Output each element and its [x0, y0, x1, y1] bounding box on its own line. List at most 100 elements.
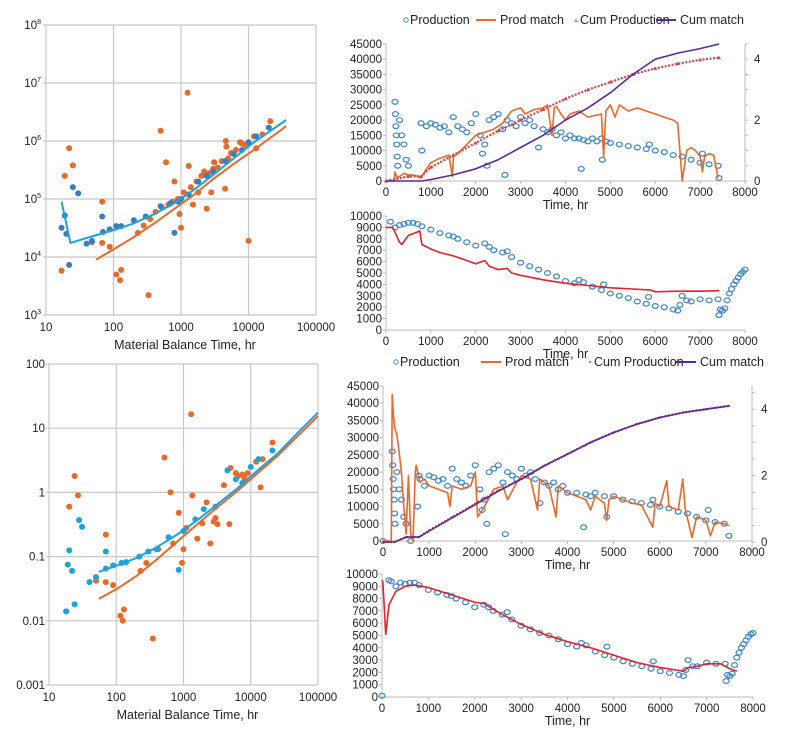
y-tick-base: 10 — [24, 78, 37, 90]
data-circle — [660, 149, 668, 156]
x-tick-label: 8000 — [740, 703, 766, 715]
loglog-chart-top: 10 100 1000 10000 100000103104105106107108Ma… — [24, 19, 335, 352]
data-circle — [647, 665, 655, 672]
y-tick-label: 106 — [24, 135, 41, 148]
series-trail-cum-production — [385, 56, 720, 183]
data-circle — [445, 129, 453, 136]
y-tick-label: 9000 — [356, 222, 382, 234]
data-circle — [485, 604, 493, 611]
y-tick-label: 103 — [24, 309, 41, 322]
data-circle — [584, 138, 592, 145]
data-point — [198, 172, 205, 179]
data-circle — [508, 472, 516, 479]
data-circle — [457, 479, 466, 486]
data-circle — [580, 524, 588, 531]
data-point — [157, 203, 164, 210]
data-circle — [397, 496, 406, 503]
data-circle — [656, 668, 664, 675]
data-point — [195, 178, 202, 185]
y-tick-label: 10000 — [350, 211, 382, 223]
data-circle — [733, 654, 741, 661]
data-circle — [714, 296, 722, 303]
x-tick-label: 7000 — [693, 547, 719, 559]
data-point — [171, 178, 178, 185]
data-point — [69, 162, 76, 169]
x-tick-label: 6000 — [647, 547, 673, 559]
x-tick-label: 4000 — [555, 547, 581, 559]
data-circle — [593, 138, 601, 145]
data-circle — [704, 507, 712, 514]
y-tick-label: 9000 — [352, 581, 378, 593]
x-tick-label: 6000 — [647, 703, 673, 715]
y-tick-base: 10 — [24, 310, 37, 322]
x-tick-label: 100 — [104, 322, 123, 334]
data-circle — [728, 670, 736, 677]
x-tick-label: 8000 — [739, 547, 765, 559]
data-circle — [642, 300, 650, 307]
x-axis-label: Time, hr — [545, 558, 590, 572]
data-point — [66, 261, 73, 268]
data-circle — [633, 144, 641, 151]
series-line-cyan-fit — [98, 411, 319, 573]
data-point — [247, 463, 254, 470]
data-circle — [490, 114, 498, 121]
series-line-cum-match — [386, 43, 720, 182]
data-circle — [378, 692, 386, 699]
pressure-chart-bottom: 0 1000 2000 3000 4000 5000 6000 7000 80000100020… — [346, 569, 766, 728]
series-line-prod-match — [383, 393, 730, 542]
x-tick-label: 6000 — [642, 187, 668, 199]
data-point — [66, 503, 73, 510]
data-point — [113, 223, 120, 230]
data-point — [255, 456, 262, 463]
data-point — [99, 239, 106, 246]
y-tick-label: 45000 — [350, 39, 382, 51]
data-circle — [575, 135, 583, 142]
x-tick-label: 1000 — [418, 336, 444, 348]
data-circle — [481, 240, 489, 247]
x-tick-label: 100000 — [299, 692, 337, 704]
data-circle — [391, 520, 399, 527]
legend-label: Cum Production — [594, 355, 684, 369]
data-point — [75, 492, 82, 499]
data-circle — [543, 270, 552, 277]
data-circle — [696, 296, 704, 303]
data-circle — [525, 117, 534, 124]
y-tick-label: 10000 — [350, 146, 382, 158]
data-circle — [471, 604, 479, 611]
y-tick-label: 6000 — [352, 618, 378, 630]
data-point — [118, 266, 125, 273]
data-point — [61, 172, 68, 179]
data-circle — [570, 135, 579, 142]
data-circle — [715, 312, 723, 319]
data-circle — [503, 469, 512, 476]
data-circle — [463, 129, 471, 136]
data-circle — [436, 124, 444, 131]
data-circle — [402, 156, 410, 163]
x-tick-label: 10000 — [233, 322, 265, 334]
data-circle — [619, 496, 627, 503]
series-line-orange-fit — [98, 415, 319, 600]
data-circle — [396, 579, 405, 586]
data-point — [117, 277, 124, 284]
data-circle — [682, 666, 690, 673]
data-point — [110, 582, 117, 589]
x-tick-label: 5000 — [601, 703, 627, 715]
data-circle — [476, 486, 484, 493]
data-circle — [536, 500, 544, 507]
data-point — [179, 559, 186, 566]
x-tick-label: 8000 — [732, 187, 758, 199]
data-point — [208, 189, 215, 196]
data-point — [157, 127, 164, 134]
data-circle — [550, 479, 558, 486]
legend-circle-icon — [403, 17, 409, 23]
series-trail-cum-production — [383, 404, 730, 544]
x-tick-label: 2000 — [462, 547, 488, 559]
y-tick-label: 105 — [24, 193, 41, 206]
data-circle — [591, 489, 599, 496]
y-tick-label: 1000 — [356, 314, 382, 326]
legend-dot-icon — [589, 361, 591, 363]
data-circle — [651, 303, 659, 310]
data-circle — [705, 297, 713, 304]
y2-tick-label: 4 — [761, 404, 768, 416]
x-tick-label: 3000 — [508, 187, 534, 199]
